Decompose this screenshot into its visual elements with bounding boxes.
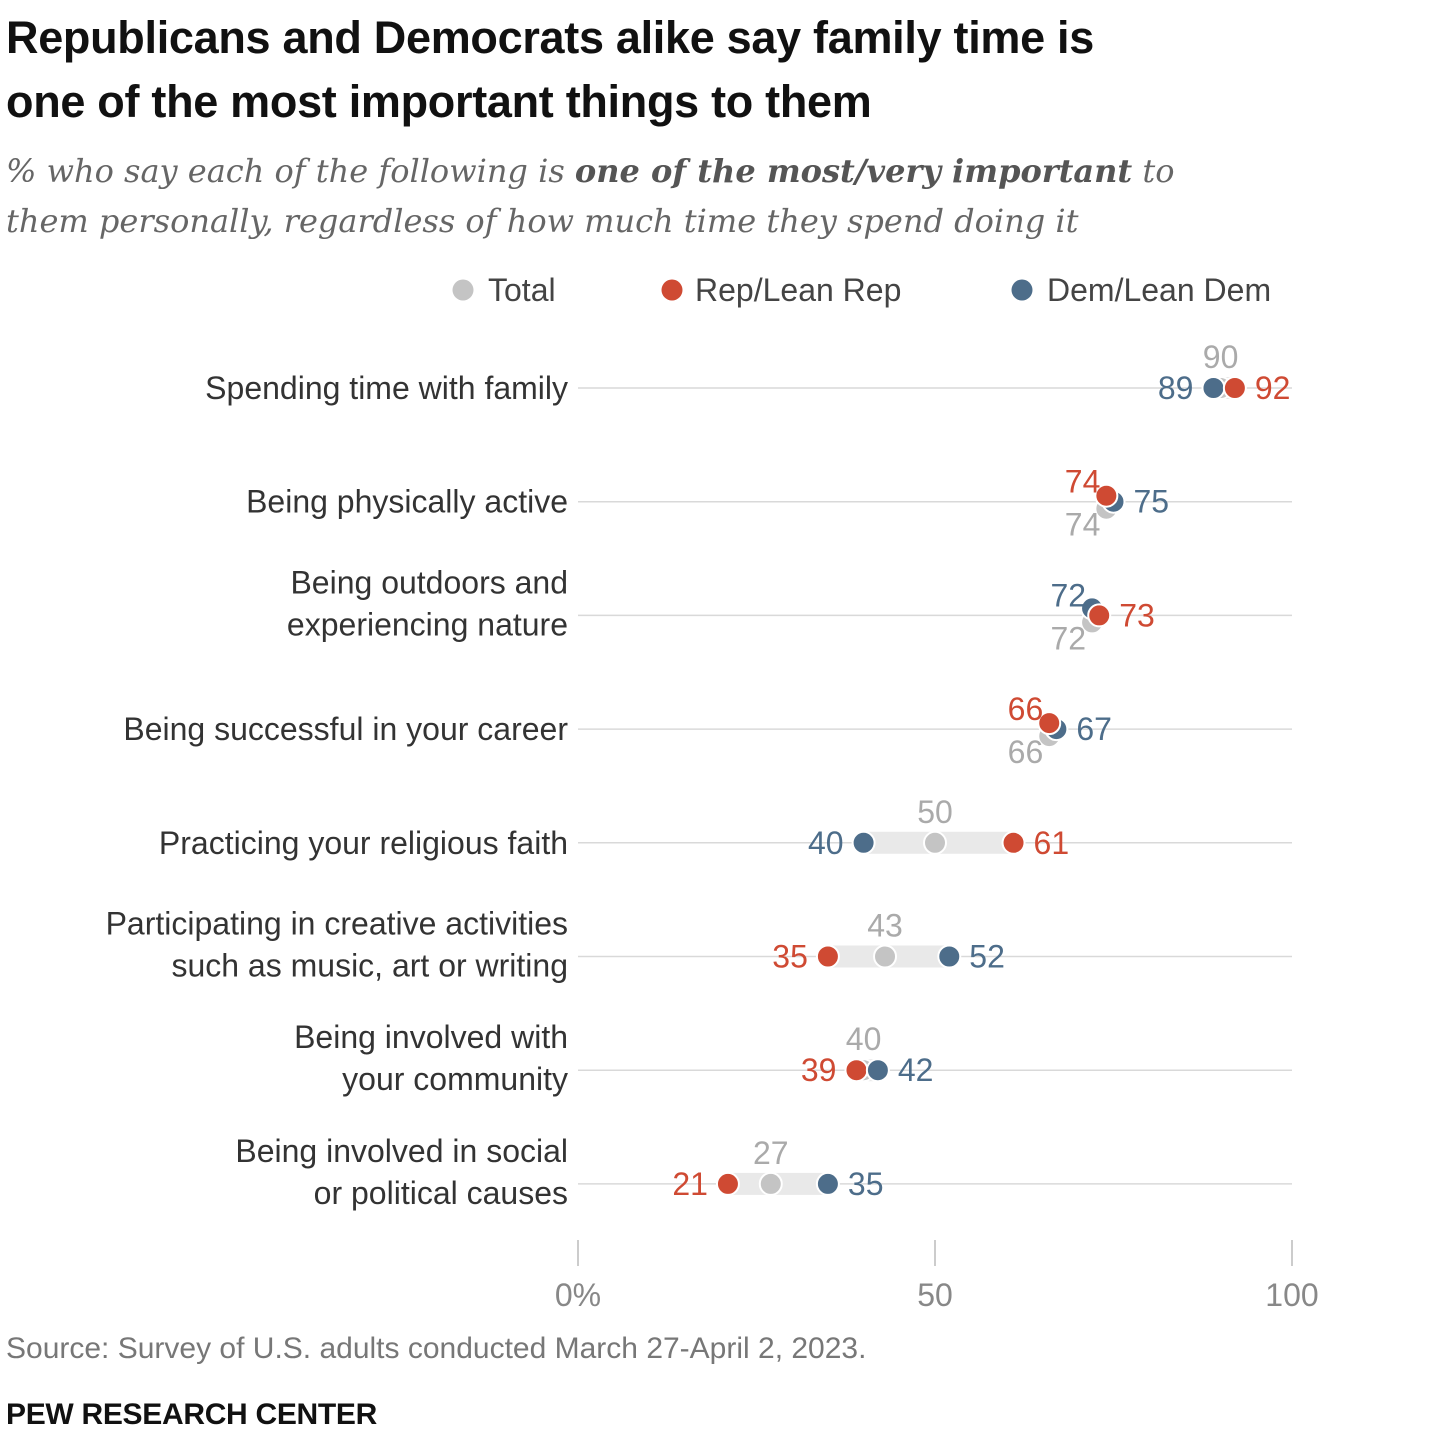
value-label-dem: 52 bbox=[969, 939, 1005, 975]
dot-total bbox=[873, 944, 898, 969]
dot-plot: Total Rep/Lean Rep Dem/Lean Dem Spending ti… bbox=[106, 272, 1319, 1313]
value-label-total: 90 bbox=[1203, 339, 1239, 375]
category-label: experiencing nature bbox=[287, 606, 568, 642]
category-label: your community bbox=[342, 1061, 568, 1097]
value-label-total: 74 bbox=[1065, 507, 1101, 543]
value-label-rep: 21 bbox=[672, 1166, 708, 1202]
value-label-total: 66 bbox=[1008, 734, 1044, 770]
category-label: or political causes bbox=[314, 1175, 568, 1211]
value-label-dem: 72 bbox=[1050, 577, 1086, 613]
value-label-rep: 66 bbox=[1008, 691, 1044, 727]
legend-label-dem: Dem/Lean Dem bbox=[1047, 272, 1271, 308]
dot-total bbox=[758, 1171, 783, 1196]
category-label: Participating in creative activities bbox=[106, 906, 568, 942]
dot-rep bbox=[844, 1058, 869, 1083]
chart-subtitle-line-2: them personally, regardless of how much … bbox=[6, 202, 1079, 240]
value-label-rep: 74 bbox=[1065, 464, 1101, 500]
dot-rep bbox=[1094, 483, 1119, 508]
value-label-dem: 42 bbox=[898, 1052, 934, 1088]
source-note: Source: Survey of U.S. adults conducted … bbox=[6, 1332, 867, 1365]
brand-logo-text: PEW RESEARCH CENTER bbox=[6, 1398, 377, 1431]
category-label: Being involved in social bbox=[235, 1133, 568, 1169]
dot-rep bbox=[1222, 376, 1247, 400]
dot-rep bbox=[1087, 603, 1112, 628]
x-tick-label: 100 bbox=[1265, 1277, 1318, 1313]
value-label-rep: 35 bbox=[772, 939, 808, 975]
category-label: Spending time with family bbox=[205, 370, 568, 406]
dot-dem bbox=[851, 830, 876, 855]
dot-rep bbox=[815, 944, 840, 969]
category-label: such as music, art or writing bbox=[171, 948, 568, 984]
chart-title-line-2: one of the most important things to them bbox=[6, 76, 872, 127]
dot-dem bbox=[865, 1058, 890, 1083]
category-label: Being successful in your career bbox=[123, 711, 568, 747]
value-label-dem: 35 bbox=[848, 1166, 884, 1202]
value-label-dem: 89 bbox=[1158, 370, 1194, 406]
chart-subtitle: % who say each of the following is one o… bbox=[6, 146, 1426, 246]
chart-title-line-1: Republicans and Democrats alike say fami… bbox=[6, 12, 1094, 63]
dot-dem bbox=[815, 1171, 840, 1196]
legend-label-total: Total bbox=[488, 272, 556, 308]
x-tick-label: 50 bbox=[917, 1277, 953, 1313]
subtitle-prefix: % who say each of the following is bbox=[6, 152, 575, 190]
value-label-rep: 39 bbox=[801, 1052, 837, 1088]
value-label-rep: 61 bbox=[1034, 825, 1070, 861]
dot-dem bbox=[937, 944, 962, 969]
subtitle-suffix: to bbox=[1132, 152, 1175, 190]
value-label-total: 43 bbox=[867, 908, 903, 944]
dot-dem bbox=[1201, 376, 1226, 400]
chart-subtitle-line-1: % who say each of the following is one o… bbox=[6, 146, 1426, 196]
value-label-total: 50 bbox=[917, 794, 953, 830]
value-label-rep: 73 bbox=[1119, 597, 1155, 633]
dot-rep bbox=[1037, 711, 1062, 736]
dot-rep bbox=[715, 1171, 740, 1196]
category-label: Being involved with bbox=[294, 1019, 568, 1055]
chart-title: Republicans and Democrats alike say fami… bbox=[6, 6, 1426, 134]
legend-marker-total bbox=[452, 279, 474, 301]
x-tick-label: 0% bbox=[555, 1277, 601, 1313]
category-label: Practicing your religious faith bbox=[159, 825, 568, 861]
subtitle-emphasis: one of the most/very important bbox=[574, 152, 1133, 190]
legend-marker-dem bbox=[1011, 279, 1033, 301]
value-label-dem: 67 bbox=[1076, 711, 1112, 747]
legend-marker-rep bbox=[661, 279, 683, 301]
value-label-dem: 40 bbox=[808, 825, 844, 861]
dot-rep bbox=[1001, 830, 1026, 855]
value-label-total: 27 bbox=[753, 1135, 789, 1171]
value-label-total: 40 bbox=[846, 1021, 882, 1057]
value-label-dem: 75 bbox=[1134, 484, 1170, 520]
value-label-rep: 92 bbox=[1255, 370, 1291, 406]
legend-label-rep: Rep/Lean Rep bbox=[695, 272, 901, 308]
category-label: Being physically active bbox=[246, 484, 568, 520]
category-label: Being outdoors and bbox=[290, 564, 568, 600]
value-label-total: 72 bbox=[1050, 620, 1086, 656]
dot-total bbox=[923, 830, 947, 855]
